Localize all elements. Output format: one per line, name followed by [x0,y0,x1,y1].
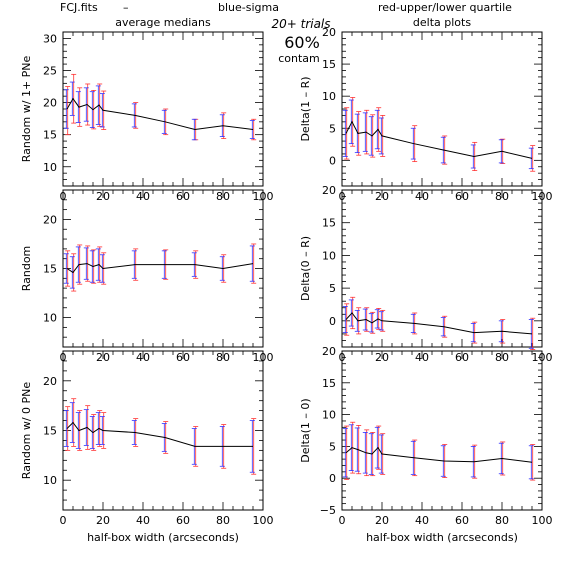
y-axis-label: Random [20,246,33,292]
y-tick-label: 5 [329,282,336,295]
y-tick-label: 15 [322,217,336,230]
trials-label: 20+ trials [271,17,330,31]
y-tick-label: 0 [329,154,336,167]
median-line [66,421,253,447]
y-tick-label: 20 [322,184,336,197]
x-axis-label: half-box width (arcseconds) [366,531,518,544]
header-red-label: red-upper/lower quartile [378,1,512,14]
header-dash: – [123,1,129,14]
y-axis-label: Random w/ 0 PNe [20,382,33,480]
x-tick-label: 60 [176,514,190,527]
plot-frame [62,189,264,348]
x-tick-label: 60 [455,514,469,527]
y-tick-label: 20 [322,26,336,39]
y-tick-label: 25 [43,65,57,78]
contam-percent: 60% [284,33,320,52]
y-tick-label: 20 [43,213,57,226]
x-tick-label: 20 [96,514,110,527]
chart-panel-left-bottom: 0 20 40 60 80 100 10 15 20 Random w/ 0 PNe half-bo… [20,350,274,544]
y-tick-label: 15 [43,129,57,142]
y-axis-label: Delta(0 – R) [299,236,312,301]
y-axis-label: Random w/ 1+ PNe [20,55,33,162]
y-tick-label: 10 [322,409,336,422]
x-tick-label: 100 [253,514,274,527]
y-tick-label: 10 [322,249,336,262]
median-line [66,97,254,131]
y-tick-label: 10 [43,161,57,174]
y-tick-label: 20 [43,97,57,110]
y-tick-label: 15 [43,425,57,438]
median-line [66,263,254,274]
y-axis-label: Delta(1 – R) [299,76,312,141]
y-tick-label: 15 [322,377,336,390]
y-tick-label: 15 [43,263,57,276]
x-tick-label: 40 [415,514,429,527]
y-tick-label: 20 [43,375,57,388]
y-tick-label: 30 [43,32,57,45]
y-tick-label: −5 [320,504,336,517]
left-column-title: average medians [115,16,211,29]
median-line [345,446,533,463]
x-axis-label: half-box width (arcseconds) [87,531,239,544]
header-file: FCJ.fits [60,1,98,14]
y-tick-label: 10 [322,90,336,103]
median-line [345,312,533,335]
header-blue-label: blue-sigma [218,1,279,14]
y-tick-label: 20 [322,345,336,358]
header: FCJ.fits – blue-sigma red-upper/lower qu… [60,1,512,65]
x-tick-label: 0 [60,514,67,527]
plot-frame [341,189,543,348]
y-tick-label: 0 [329,472,336,485]
median-line [345,120,533,159]
y-tick-label: 15 [322,58,336,71]
y-axis-label: Delta(1 – 0) [299,398,312,462]
y-tick-label: 10 [43,312,57,325]
y-tick-label: 5 [329,440,336,453]
x-tick-label: 80 [216,514,230,527]
x-tick-label: 40 [136,514,150,527]
chart-panel-right-top: 02040608010005101520Delta(1 – R) [299,26,553,203]
right-column-title: delta plots [413,16,471,29]
plot-frame [341,350,543,511]
chart-panel-right-middle: 02040608010005101520Delta(0 – R) [299,184,553,364]
contam-label: contam [278,52,320,65]
y-tick-label: 5 [329,122,336,135]
y-tick-label: 10 [43,474,57,487]
x-tick-label: 0 [339,514,346,527]
x-tick-label: 20 [375,514,389,527]
x-tick-label: 80 [495,514,509,527]
x-tick-label: 100 [532,514,553,527]
plot-frame [62,350,264,511]
y-tick-label: 0 [329,315,336,328]
